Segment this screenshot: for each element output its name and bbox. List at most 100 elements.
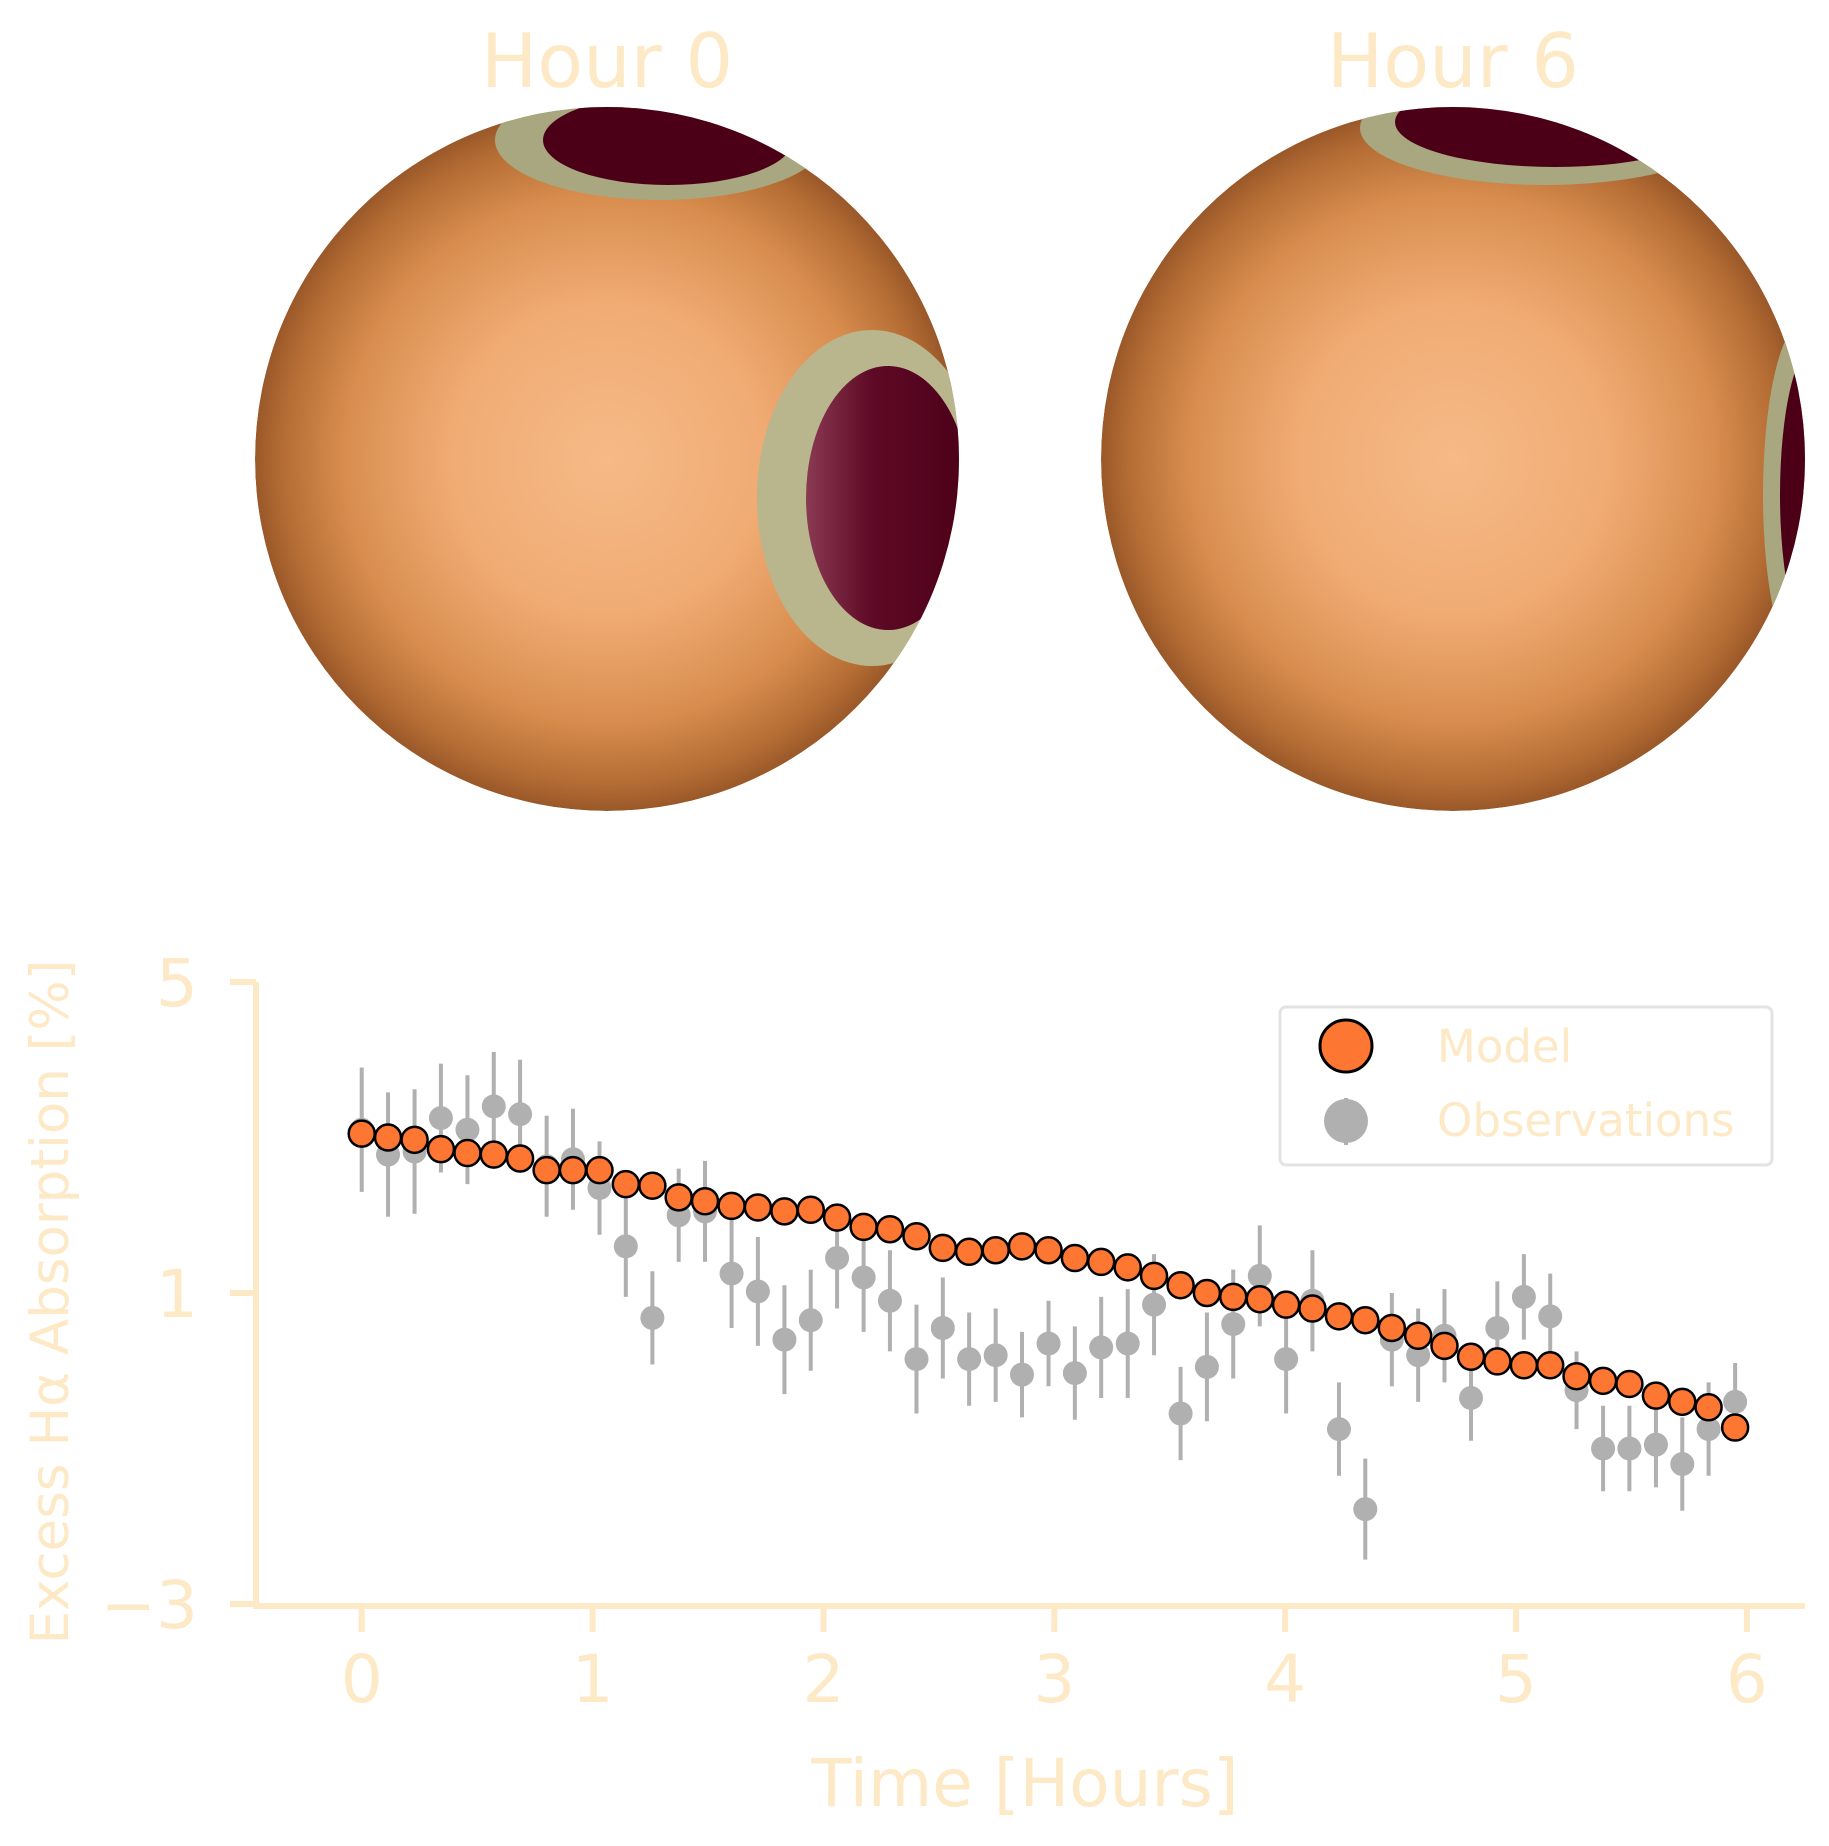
observation-point: [1591, 1436, 1616, 1461]
model-point: [1351, 1305, 1380, 1335]
model-point: [558, 1155, 588, 1185]
model-point: [1060, 1243, 1090, 1273]
legend-model-label: Model: [1437, 1020, 1572, 1073]
observation-point: [1670, 1452, 1695, 1477]
x-tick-label: 3: [1033, 1641, 1075, 1718]
observation-point: [1247, 1263, 1272, 1288]
observation-point: [1485, 1315, 1510, 1340]
model-point: [1483, 1347, 1512, 1376]
observation-point: [957, 1347, 982, 1372]
observation-point: [719, 1261, 744, 1286]
model-point: [770, 1197, 799, 1226]
observation-point: [1538, 1304, 1563, 1329]
model-point: [928, 1233, 958, 1263]
observation-point: [1089, 1335, 1114, 1360]
model-point: [1535, 1351, 1565, 1380]
x-tick-label: 0: [341, 1641, 383, 1718]
x-tick-label: 5: [1495, 1641, 1537, 1718]
model-point: [638, 1171, 667, 1200]
observation-point: [1406, 1343, 1431, 1368]
observation-point: [1194, 1354, 1219, 1379]
observation-point: [1326, 1417, 1351, 1442]
model-point: [1562, 1361, 1591, 1391]
model-point: [1456, 1342, 1486, 1372]
star-disk: [1101, 107, 1805, 811]
model-point: [1720, 1413, 1750, 1442]
observation-point: [1696, 1417, 1721, 1442]
legend-model-marker: [1318, 1018, 1374, 1074]
observation-point: [1353, 1497, 1378, 1522]
star-hour-6: [1101, 107, 1805, 811]
observation-point: [983, 1343, 1008, 1368]
model-point: [1139, 1261, 1169, 1291]
model-point: [822, 1203, 852, 1232]
model-point: [1641, 1381, 1671, 1410]
observation-point: [1009, 1362, 1034, 1387]
observation-point: [1723, 1389, 1748, 1414]
y-tick-label: 1: [156, 1256, 198, 1333]
model-point: [1377, 1313, 1407, 1343]
observation-point: [613, 1234, 638, 1259]
model-point: [796, 1195, 826, 1225]
observation-point: [1142, 1292, 1167, 1317]
model-point: [1615, 1369, 1644, 1399]
model-point: [1324, 1302, 1354, 1331]
model-series: [347, 1119, 1750, 1442]
model-point: [1113, 1253, 1142, 1282]
observation-point: [877, 1288, 902, 1313]
observation-point: [1115, 1331, 1140, 1356]
observation-point: [904, 1347, 929, 1372]
legend-observations-label: Observations: [1437, 1094, 1734, 1147]
observation-point: [1274, 1347, 1299, 1372]
observation-point: [1036, 1331, 1061, 1356]
x-tick-label: 6: [1726, 1641, 1768, 1718]
observation-point: [798, 1308, 823, 1333]
model-point: [505, 1144, 535, 1173]
y-axis-label: Excess Hα Absorption [%]: [20, 960, 81, 1645]
model-point: [1403, 1321, 1433, 1351]
observation-point: [1168, 1401, 1193, 1426]
model-point: [902, 1221, 931, 1251]
observation-point: [428, 1106, 453, 1131]
x-ticks: 0 1 2 3 4 5 6: [341, 1606, 1768, 1718]
equatorial-spot-core: [806, 366, 959, 630]
model-point: [981, 1235, 1010, 1265]
chart-axes: −3 1 5 0 1 2 3 4 5 6: [101, 945, 1805, 1718]
observation-point: [455, 1117, 480, 1142]
model-point: [1588, 1366, 1618, 1396]
observation-point: [508, 1102, 533, 1127]
model-point: [1192, 1278, 1222, 1308]
model-point: [743, 1193, 773, 1222]
star-disk: [255, 107, 959, 811]
y-tick-label: −3: [101, 1567, 198, 1644]
panel-title-hour-0: Hour 0: [481, 17, 733, 105]
model-point: [532, 1155, 561, 1185]
model-point: [611, 1169, 641, 1199]
y-ticks: −3 1 5: [101, 945, 256, 1644]
model-point: [426, 1134, 456, 1164]
model-point: [849, 1212, 878, 1242]
observation-point: [1511, 1284, 1536, 1309]
x-axis-label: Time [Hours]: [810, 1745, 1238, 1822]
model-point: [954, 1237, 984, 1267]
panel-title-hour-6: Hour 6: [1327, 17, 1579, 105]
observation-point: [640, 1305, 665, 1330]
model-point: [1430, 1331, 1459, 1361]
x-tick-label: 4: [1264, 1641, 1306, 1718]
observation-point: [1643, 1432, 1668, 1457]
model-point: [1509, 1351, 1539, 1380]
observation-point: [1221, 1312, 1246, 1337]
model-point: [1298, 1294, 1327, 1323]
star-hour-0: [255, 107, 959, 811]
model-point: [1218, 1282, 1248, 1312]
model-point: [1245, 1284, 1275, 1314]
legend: Model Observations: [1278, 1005, 1774, 1167]
model-point: [690, 1187, 720, 1216]
observation-point: [772, 1327, 797, 1352]
y-tick-label: 5: [156, 945, 198, 1022]
model-point: [1166, 1270, 1195, 1300]
observation-point: [1617, 1436, 1642, 1461]
model-point: [1086, 1247, 1116, 1277]
